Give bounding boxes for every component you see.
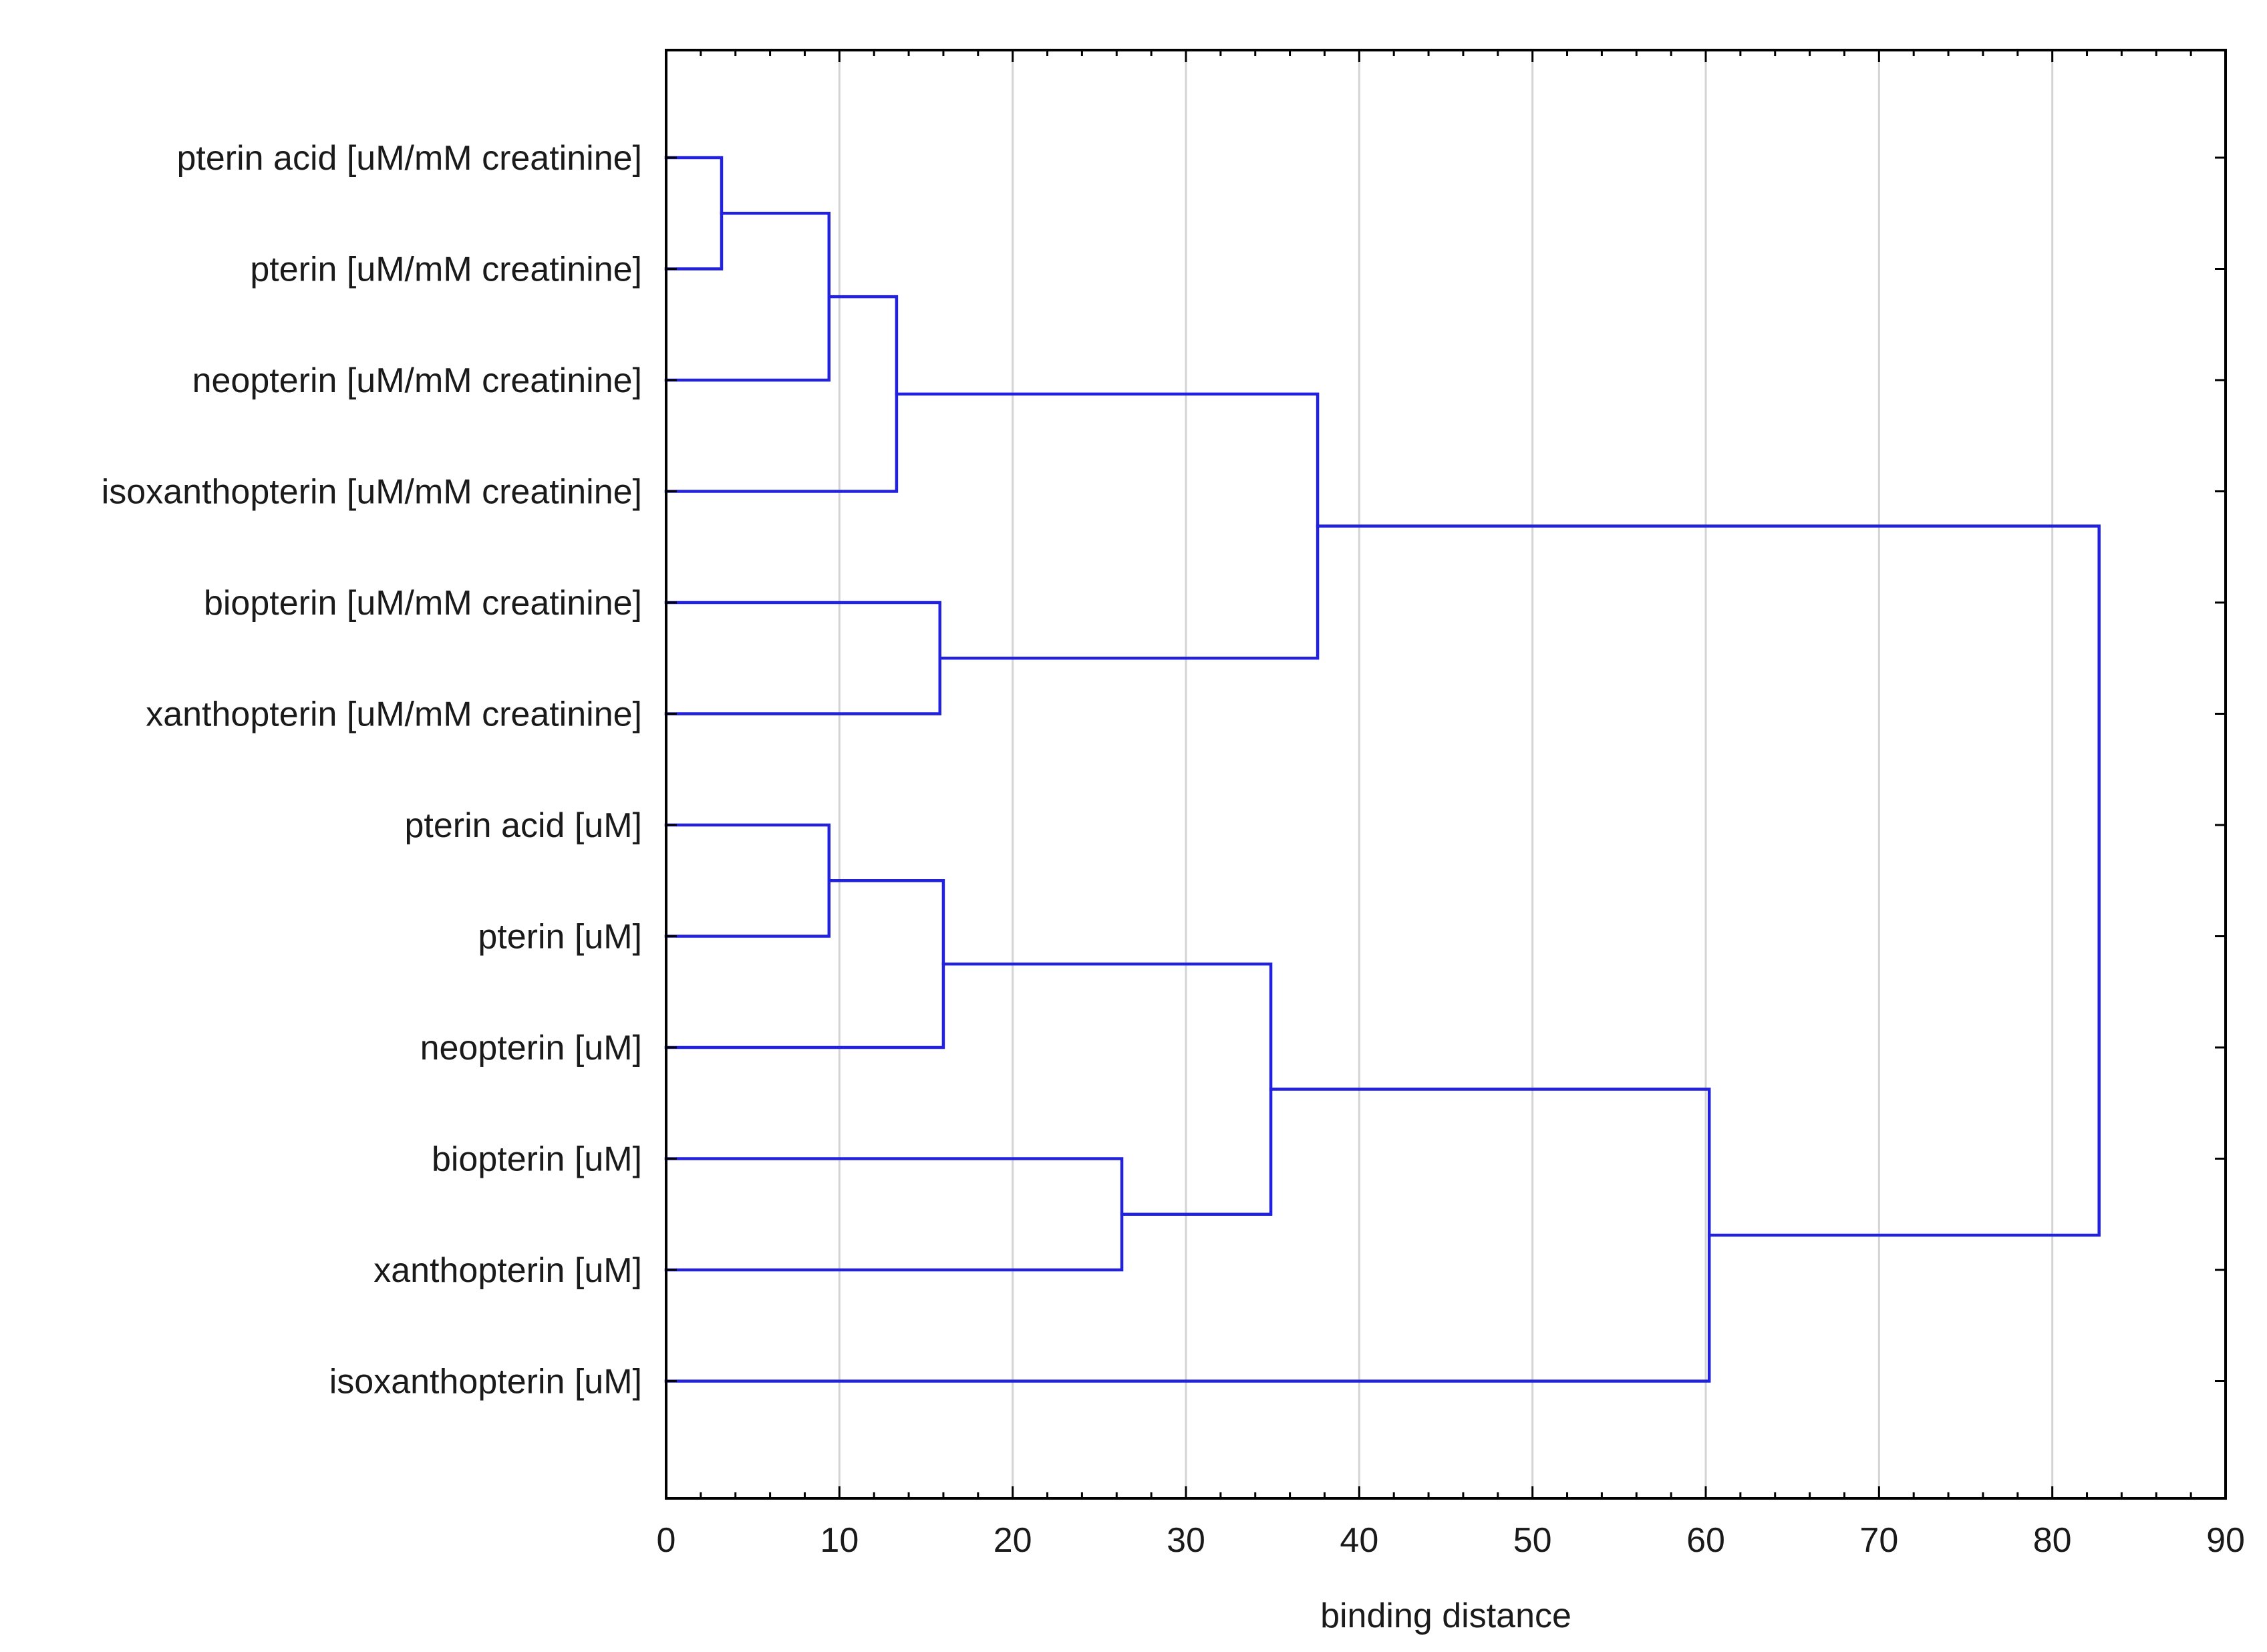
leaf-label: xanthopterin [uM] (373, 1251, 642, 1290)
leaf-label: neopterin [uM/mM creatinine] (192, 361, 642, 400)
dendrogram-link-c5 (895, 392, 1320, 660)
dendrogram-link-c4 (664, 601, 941, 715)
x-axis: 0 10 20 30 40 50 60 70 80 90 (657, 50, 2245, 1560)
plot-frame (665, 49, 2227, 1500)
dendrogram-links (664, 156, 2101, 1383)
dendrogram-link-c7 (664, 879, 945, 1049)
dendrogram-link-c11 (1316, 524, 2101, 1237)
dendrogram-link-c2 (664, 212, 831, 382)
leaf-label: neopterin [uM] (420, 1029, 642, 1067)
leaf-label: pterin [uM/mM creatinine] (250, 251, 642, 289)
x-tick-label: 60 (1686, 1521, 1725, 1560)
dendrogram-link-c6 (664, 823, 831, 938)
x-tick-label: 80 (2033, 1521, 2072, 1560)
leaf-labels: pterin acid [uM/mM creatinine] pterin [uM… (102, 139, 642, 1401)
dendrogram-link-c9 (941, 962, 1273, 1216)
x-tick-label: 10 (820, 1521, 859, 1560)
dendrogram-link-c8 (664, 1157, 1124, 1272)
grid-lines (838, 50, 2054, 1498)
x-tick-label: 90 (2206, 1521, 2245, 1560)
x-tick-label: 30 (1167, 1521, 1205, 1560)
leaf-label: pterin acid [uM] (405, 806, 643, 845)
leaf-label: isoxanthopterin [uM] (329, 1363, 642, 1401)
x-tick-label: 20 (994, 1521, 1032, 1560)
leaf-label: biopterin [uM/mM creatinine] (204, 584, 642, 623)
x-tick-label: 40 (1340, 1521, 1378, 1560)
leaf-label: isoxanthopterin [uM/mM creatinine] (102, 473, 642, 512)
dendrogram-link-c10 (664, 1088, 1711, 1383)
leaf-label: pterin [uM] (478, 918, 642, 957)
leaf-label: biopterin [uM] (432, 1140, 642, 1179)
leaf-label: xanthopterin [uM/mM creatinine] (146, 695, 642, 734)
x-axis-title: binding distance (1320, 1597, 1571, 1635)
dendrogram-link-c1 (664, 156, 724, 271)
leaf-label: pterin acid [uM/mM creatinine] (177, 139, 643, 178)
dendrogram-link-c3 (664, 295, 899, 493)
x-tick-label: 0 (657, 1521, 676, 1560)
x-tick-label: 70 (1859, 1521, 1898, 1560)
x-tick-label: 50 (1513, 1521, 1552, 1560)
